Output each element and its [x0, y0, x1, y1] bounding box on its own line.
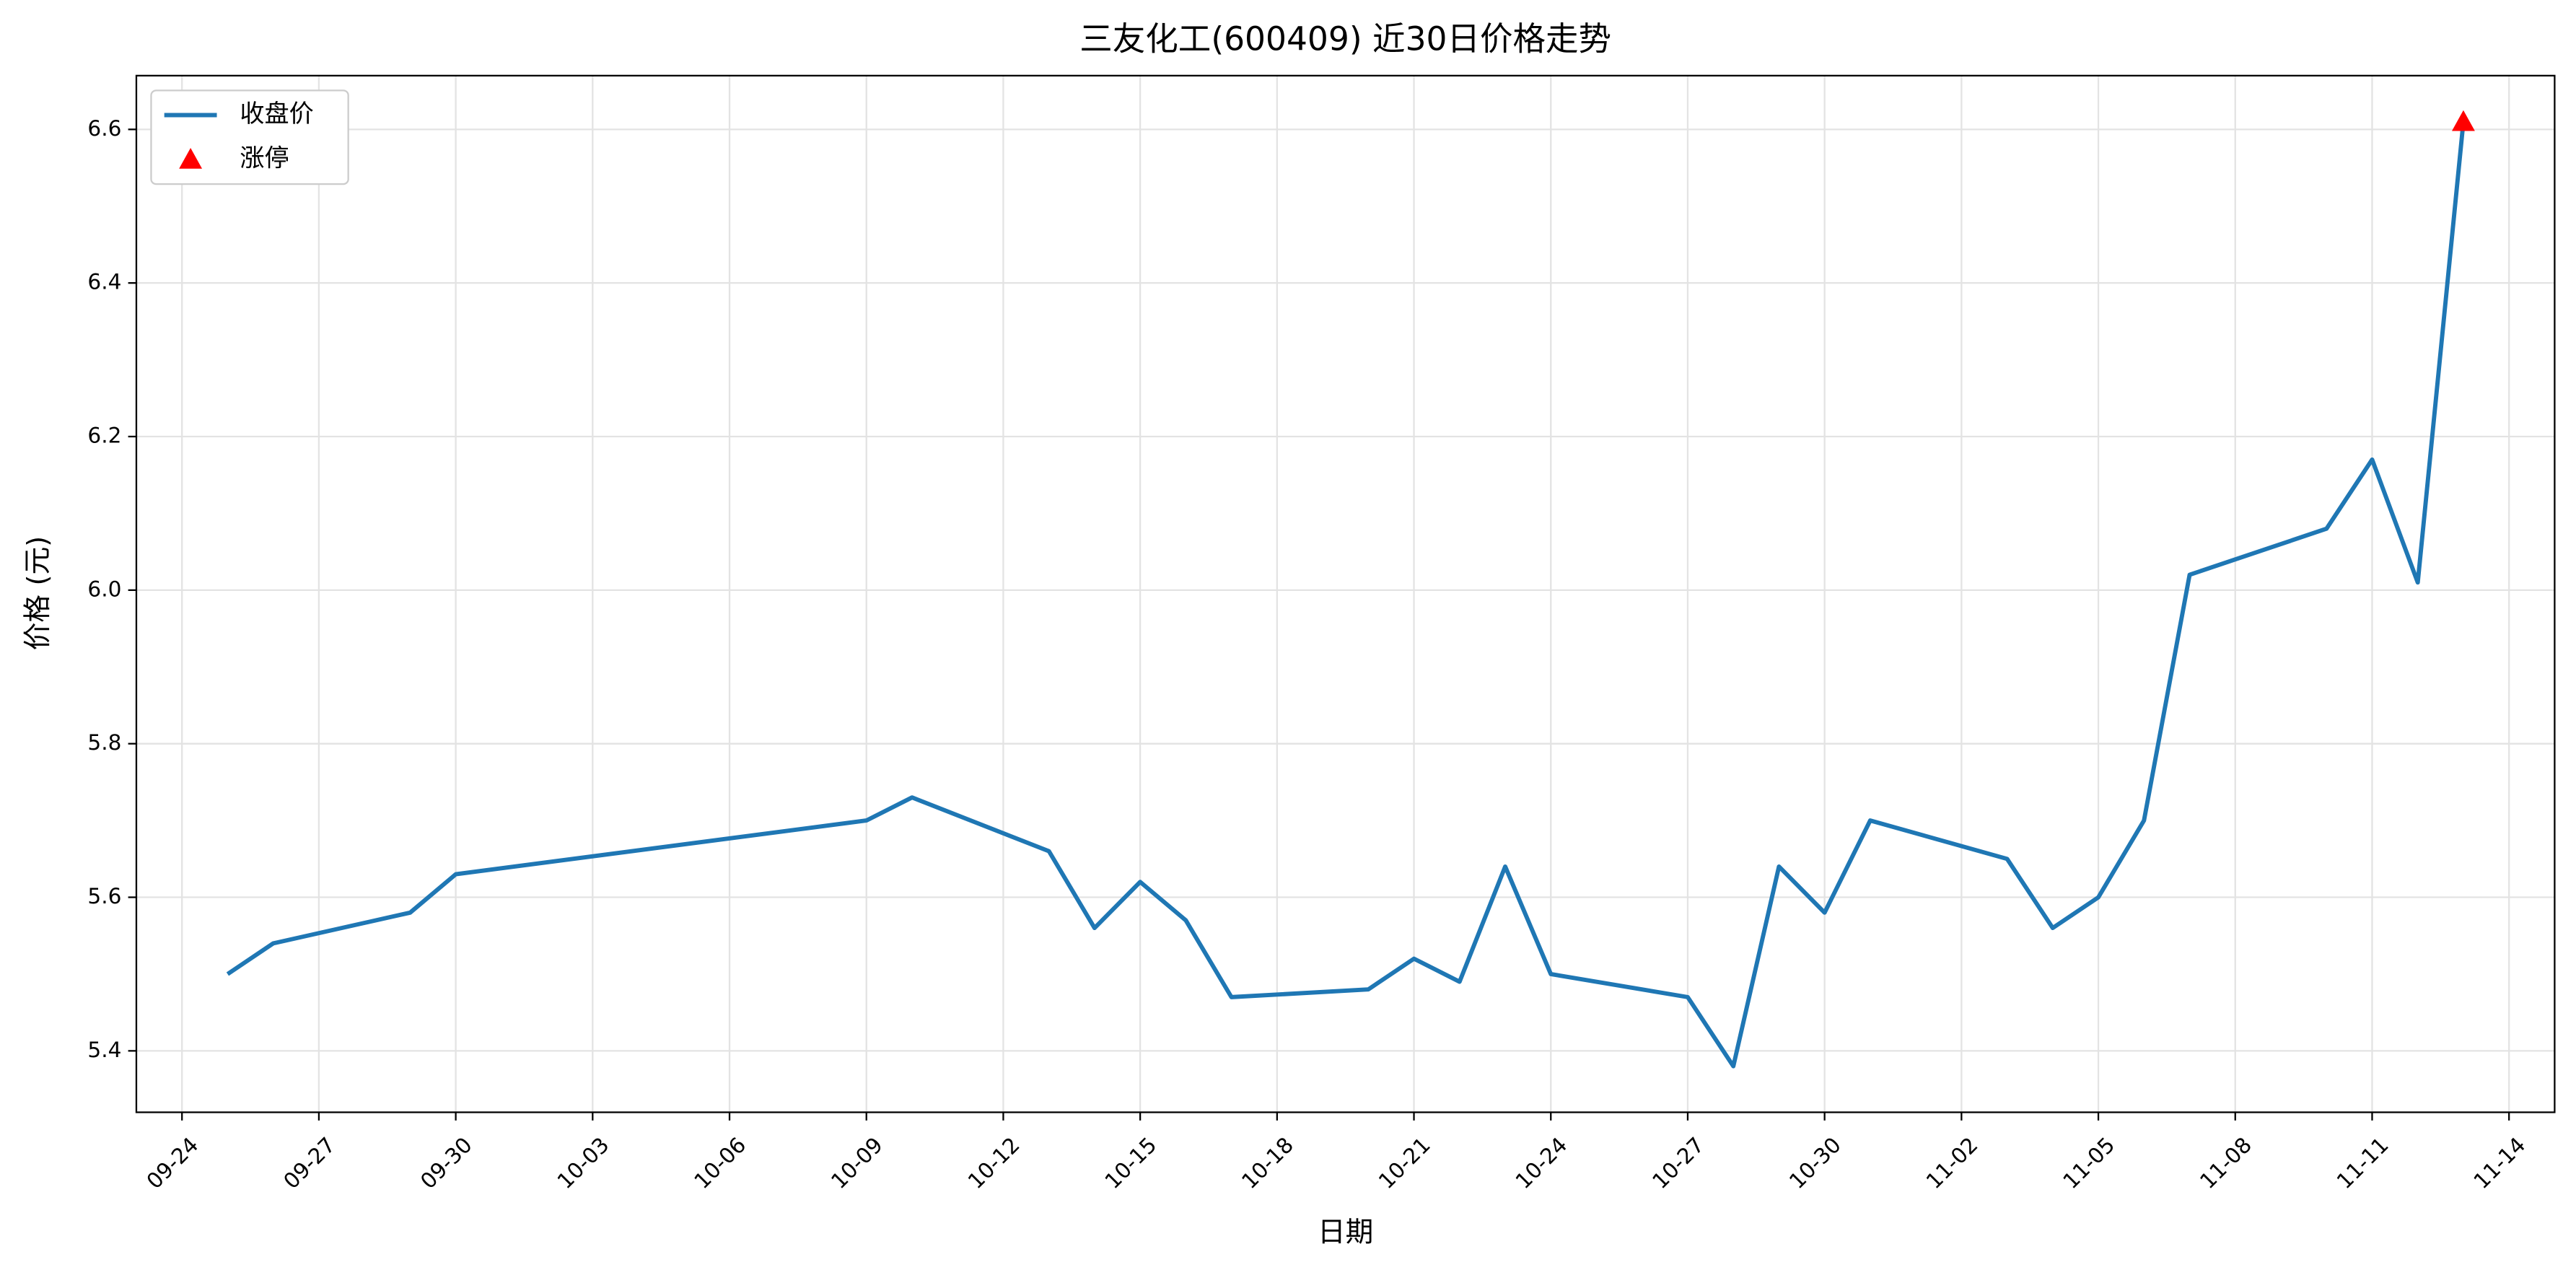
chart-title: 三友化工(600409) 近30日价格走势: [1079, 20, 1611, 58]
plot-frame: [135, 74, 2556, 1113]
legend-label: 收盘价: [240, 100, 313, 128]
y-tick-label: 6.2: [87, 424, 121, 448]
y-tick-label: 6.0: [87, 577, 121, 601]
y-tick-label: 6.4: [87, 270, 121, 294]
legend-label: 涨停: [240, 144, 289, 172]
legend-marker: [179, 148, 203, 169]
x-axis-label: 日期: [1318, 1216, 1373, 1248]
y-tick-label: 5.8: [87, 730, 121, 755]
price-line: [226, 121, 2466, 1069]
y-tick-label: 5.6: [87, 884, 121, 908]
y-tick-label: 6.6: [87, 116, 121, 141]
limit-up-marker: [2451, 110, 2475, 131]
y-axis-label: 价格 (元): [22, 536, 54, 651]
y-tick-label: 5.4: [87, 1038, 121, 1062]
